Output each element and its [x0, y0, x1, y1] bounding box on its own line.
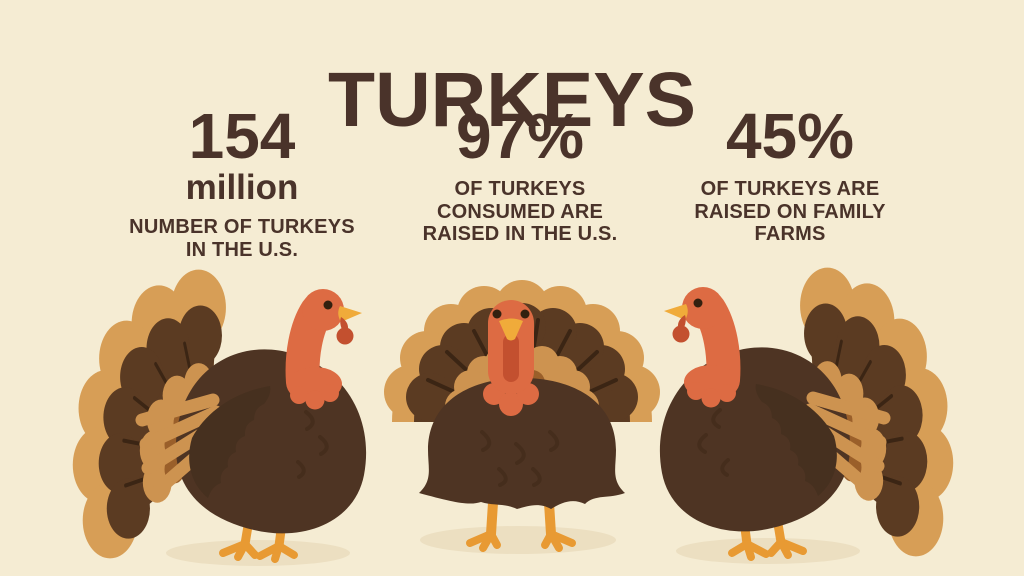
head-and-neck: [285, 289, 362, 410]
stat-turkeys-count: 154 million NUMBER OF TURKEYS IN THE U.S…: [112, 100, 372, 261]
eye: [323, 300, 333, 310]
wattle: [340, 317, 349, 330]
beak: [664, 304, 688, 320]
beak: [499, 318, 523, 341]
turkey-side-left-illustration: [659, 267, 954, 564]
eye: [492, 309, 502, 319]
body: [419, 378, 625, 509]
stat-value: 97%: [455, 100, 585, 172]
stat-value: 45%: [725, 100, 855, 172]
head-and-neck: [483, 300, 539, 416]
breast-curls: [480, 430, 560, 487]
wattle: [672, 325, 690, 343]
breast-curls: [296, 410, 329, 479]
stat-family-farms: 45% OF TURKEYS ARE RAISED ON FAMILY FARM…: [660, 100, 920, 246]
stat-caption: OF TURKEYS CONSUMED ARE RAISED IN THE U.…: [422, 177, 618, 246]
eye: [693, 298, 703, 308]
stat-caption: NUMBER OF TURKEYS IN THE U.S.: [129, 215, 355, 261]
stat-caption: OF TURKEYS ARE RAISED ON FAMILY FARMS: [694, 177, 886, 246]
head: [682, 287, 724, 329]
beak: [338, 306, 362, 322]
wattle: [336, 327, 354, 345]
turkey-side-right-illustration: [72, 269, 367, 566]
eye: [520, 309, 530, 319]
stat-value: 154: [188, 100, 296, 172]
snood: [503, 334, 519, 382]
wing: [755, 384, 837, 496]
breast-curls: [697, 408, 730, 477]
tail-fan: [72, 269, 226, 559]
page-title: TURKEYS: [328, 56, 696, 143]
ground-shadow: [420, 526, 616, 554]
wattle: [677, 315, 686, 328]
wing: [189, 386, 271, 498]
head: [302, 289, 344, 331]
stat-raised-in-us: 97% OF TURKEYS CONSUMED ARE RAISED IN TH…: [390, 100, 650, 246]
stat-unit: million: [185, 167, 299, 207]
turkey-front-illustration: [384, 280, 660, 554]
head-and-neck: [664, 287, 741, 408]
